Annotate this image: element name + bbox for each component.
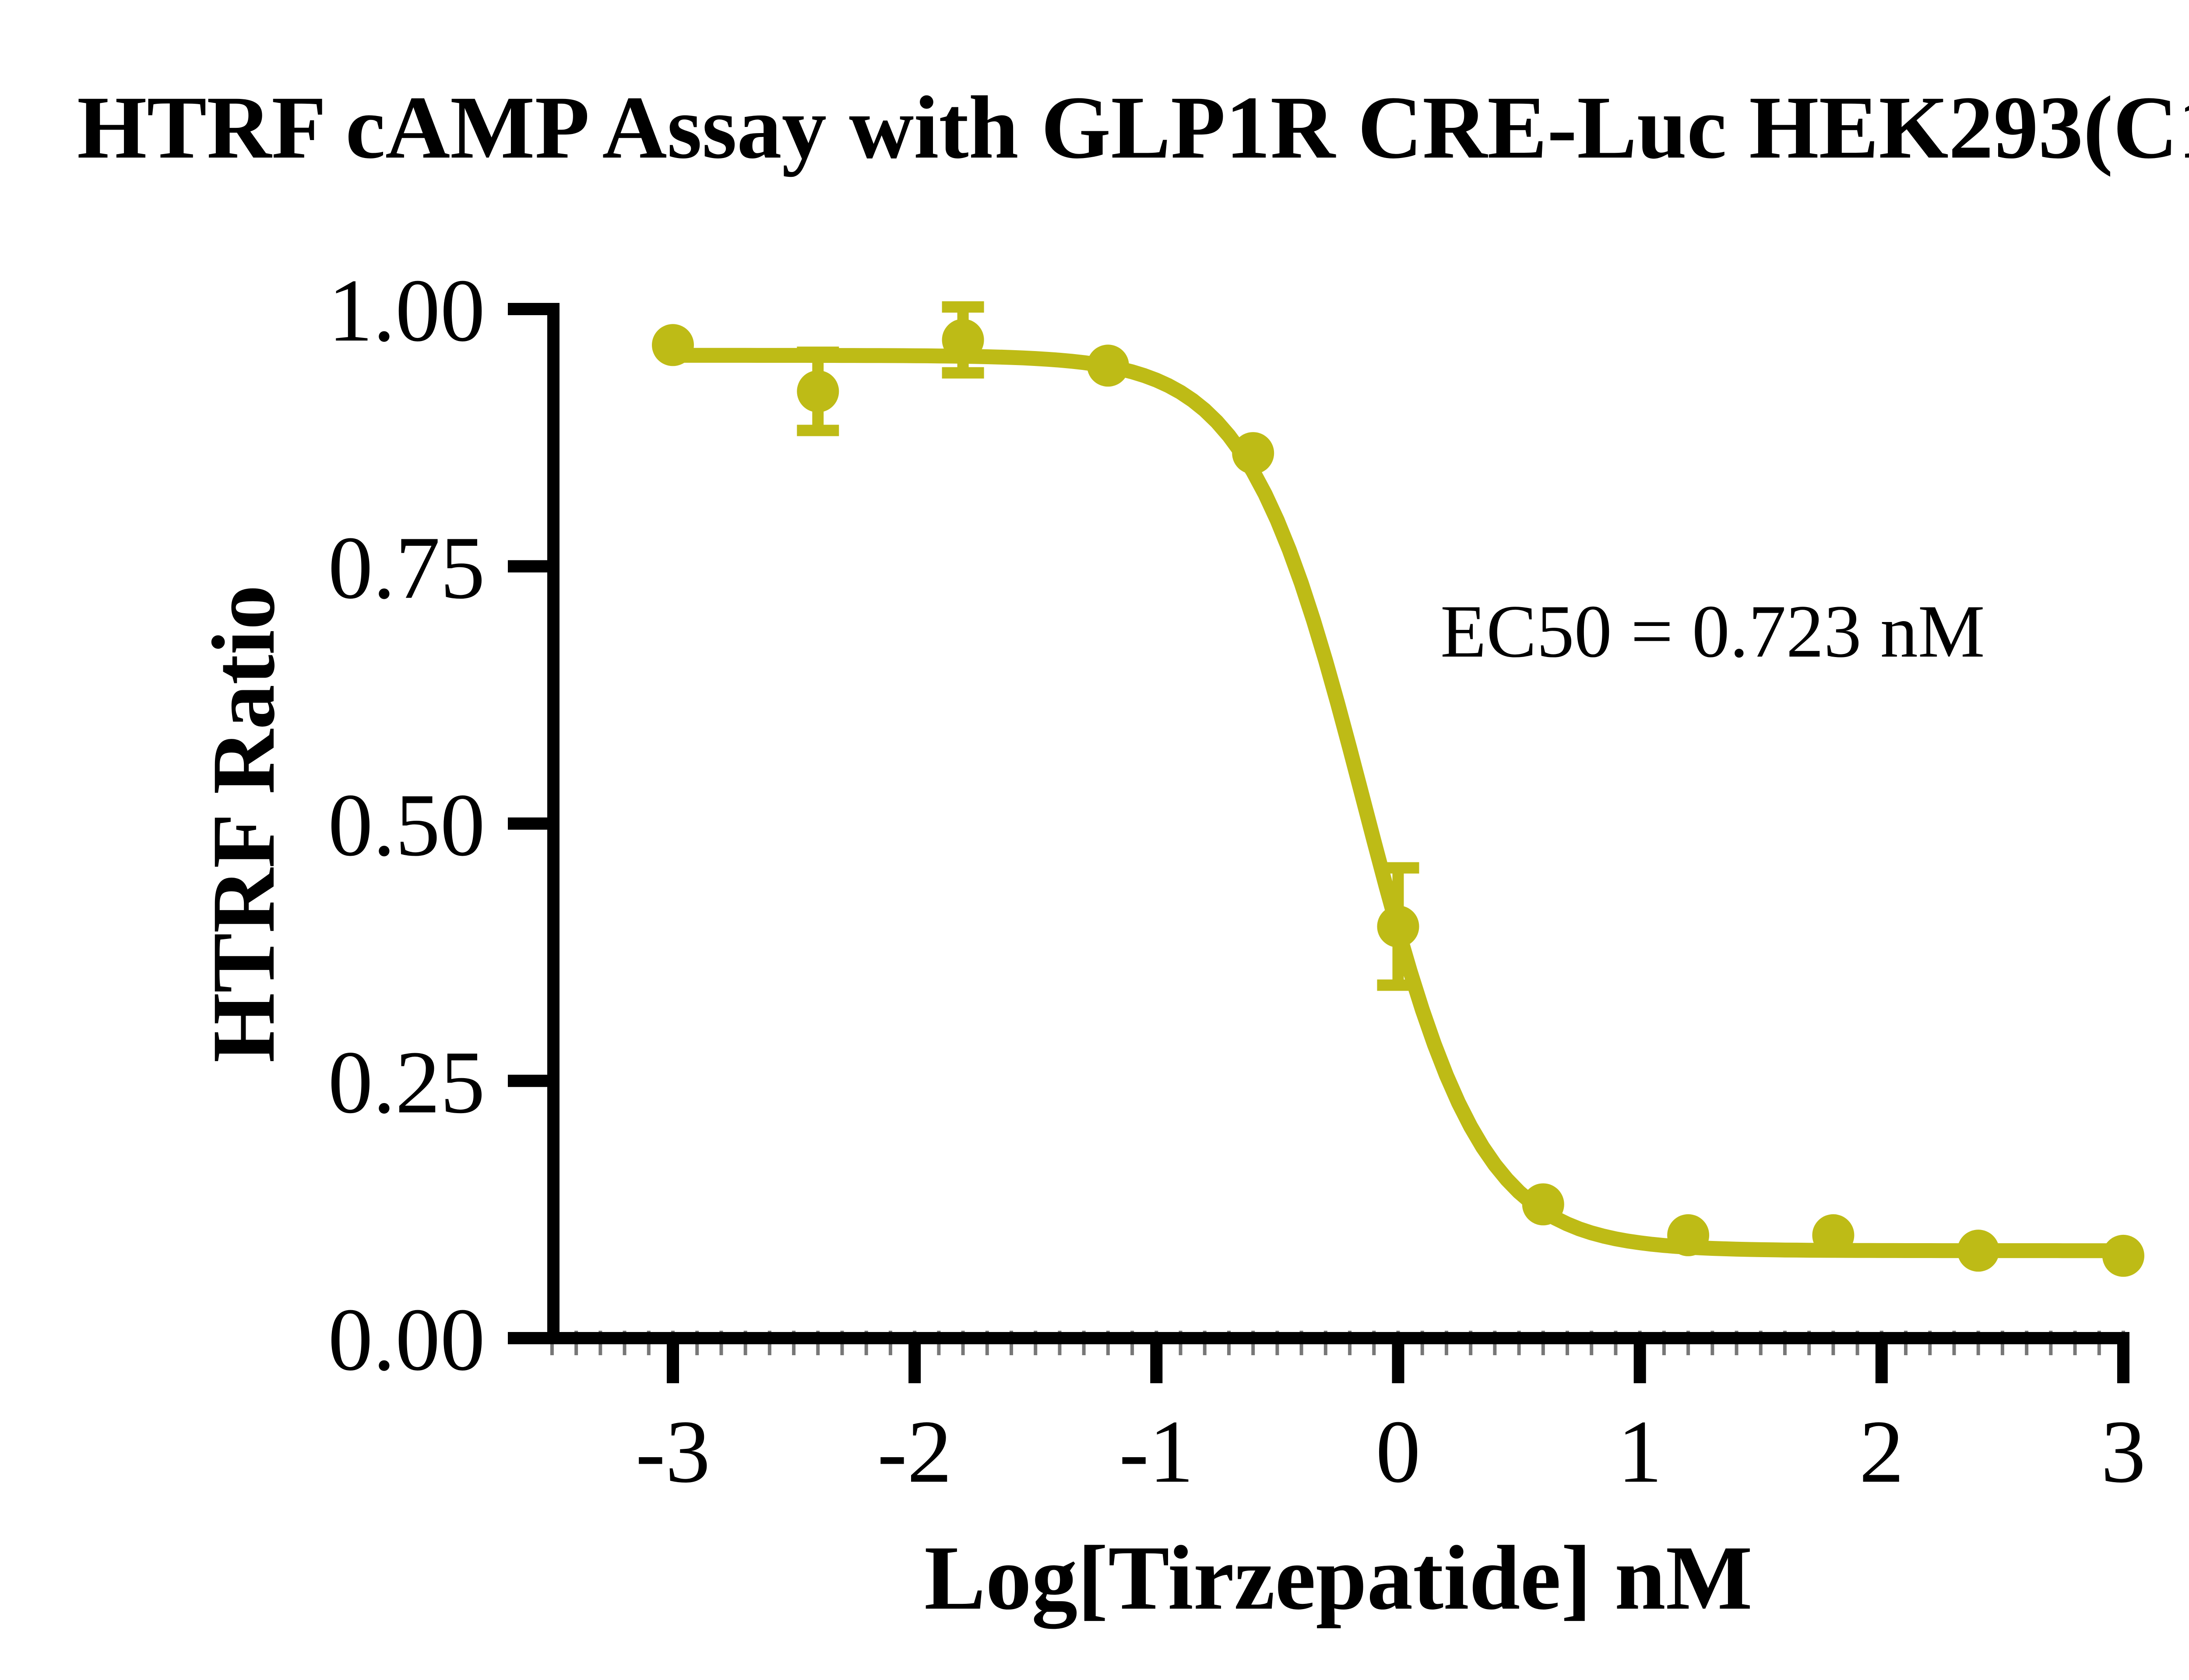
x-axis-title: Log[Tirzepatide] nM <box>924 1527 1753 1629</box>
x-tick-label: -3 <box>636 1402 711 1501</box>
data-point <box>1667 1214 1710 1256</box>
x-tick-label: -2 <box>877 1402 952 1501</box>
data-point <box>1232 432 1274 474</box>
data-point <box>1522 1183 1564 1226</box>
x-tick-label: 1 <box>1617 1402 1662 1501</box>
data-point <box>1812 1214 1855 1256</box>
ec50-annotation: EC50 = 0.723 nM <box>1440 590 1985 673</box>
y-tick-label: 0.50 <box>328 776 485 875</box>
axes <box>547 309 2129 1344</box>
data-point <box>1087 344 1129 387</box>
data-point <box>942 319 984 361</box>
y-tick-label: 0.25 <box>328 1033 485 1132</box>
fit-curve <box>665 348 2131 1258</box>
chart-title: HTRF cAMP Assay with GLP1R CRE-Luc HEK29… <box>77 78 2189 177</box>
data-point <box>797 370 839 413</box>
x-tick-label: 3 <box>2101 1402 2146 1501</box>
tick-labels: 1.00 0.75 0.50 0.25 0.00 -3 -2 -1 0 1 2 3 <box>328 261 2146 1501</box>
data-series <box>652 301 2144 1277</box>
x-tick-label: 2 <box>1859 1402 1904 1501</box>
y-tick-label: 0.75 <box>328 518 485 618</box>
major-ticks <box>508 303 2129 1383</box>
x-tick-label: -1 <box>1119 1402 1194 1501</box>
y-tick-label: 1.00 <box>328 261 485 360</box>
y-axis-title: HTRF Ratio <box>194 585 293 1062</box>
y-tick-label: 0.00 <box>328 1290 485 1389</box>
data-point <box>1957 1230 1999 1272</box>
x-tick-label: 0 <box>1376 1402 1421 1501</box>
data-point <box>1377 905 1419 948</box>
data-point <box>2102 1234 2144 1277</box>
data-point <box>652 324 694 366</box>
